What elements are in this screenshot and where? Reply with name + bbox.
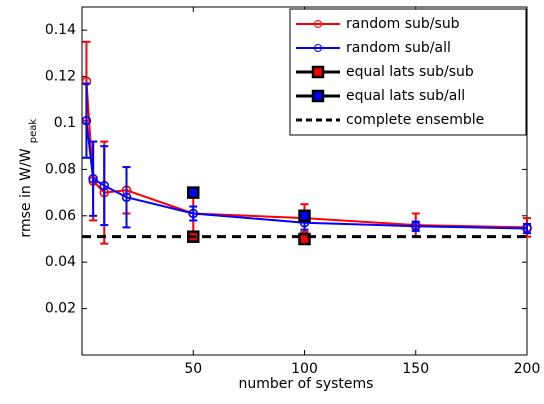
- point: [188, 208, 198, 219]
- series-line: [85, 120, 528, 230]
- point: [81, 115, 92, 126]
- point: [88, 173, 98, 184]
- point: [522, 223, 532, 234]
- y-tick-label: 0.12: [45, 69, 76, 85]
- legend-marker: [311, 65, 325, 79]
- legend-label: complete ensemble: [346, 112, 484, 128]
- x-tick-label: 200: [514, 361, 541, 377]
- y-tick-label: 0.08: [45, 161, 76, 177]
- x-tick-label: 50: [184, 361, 202, 377]
- legend-marker: [314, 20, 322, 28]
- y-tick-label: 0.02: [45, 301, 76, 317]
- y-tick-label: 0.14: [45, 22, 76, 38]
- point: [99, 180, 109, 191]
- legend-label: equal lats sub/all: [346, 88, 465, 104]
- y-tick-label: 0.04: [45, 254, 76, 270]
- square-marker: [187, 186, 200, 199]
- legend-label: random sub/sub: [346, 16, 460, 32]
- legend-label: random sub/all: [346, 40, 451, 56]
- y-axis-label-sub: peak: [28, 119, 39, 144]
- legend-label: equal lats sub/sub: [346, 64, 474, 80]
- square-marker: [298, 232, 311, 246]
- x-tick-label: 100: [291, 361, 318, 377]
- x-tick-label: 150: [402, 361, 429, 377]
- y-axis-label: rmse in W/W: [18, 148, 34, 237]
- y-axis-label-group: rmse in W/W peak: [18, 119, 39, 238]
- point: [121, 192, 132, 202]
- x-axis-label: number of systems: [239, 376, 374, 392]
- square-marker: [298, 209, 311, 223]
- point: [411, 221, 421, 231]
- legend-marker: [311, 89, 325, 103]
- y-tick-label: 0.06: [45, 208, 76, 224]
- legend-marker: [314, 44, 322, 52]
- y-tick-label: 0.1: [54, 115, 76, 131]
